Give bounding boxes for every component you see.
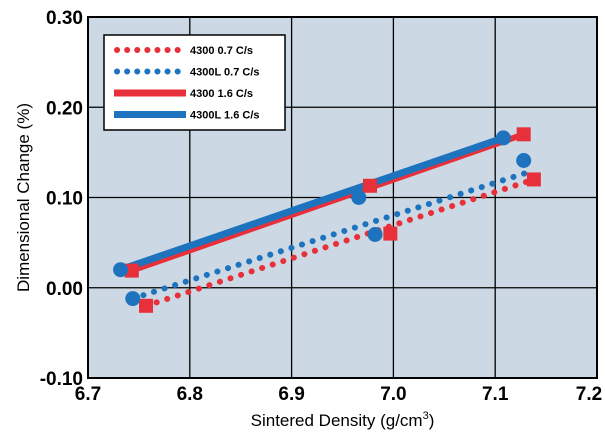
x-axis-label: Sintered Density (g/cm3) <box>251 410 435 430</box>
x-tick-label: 7.0 <box>380 384 406 405</box>
legend-label-4300-1-6-c-s: 4300 1.6 C/s <box>190 88 253 100</box>
y-axis-label: Dimensional Change (%) <box>14 103 33 292</box>
data-point-4300-1-6-c-s <box>362 178 377 193</box>
legend: 4300 0.7 C/s 4300L 0.7 C/s 4300 1.6 C/s 430… <box>103 34 286 131</box>
data-point-4300-1-6-c-s <box>516 127 531 142</box>
data-point-4300l-0-7-c-s <box>516 152 532 168</box>
x-axis-label-superscript: 3 <box>423 410 429 422</box>
x-tick-label: 7.1 <box>482 384 509 405</box>
y-tick-label: 0.10 <box>46 189 83 210</box>
y-tick-label: 0.30 <box>46 8 83 29</box>
x-tick-label: 6.8 <box>177 384 203 405</box>
data-point-4300-0-7-c-s <box>383 226 398 241</box>
x-tick-label: 7.2 <box>576 384 602 405</box>
data-point-4300l-1-6-c-s <box>495 130 511 146</box>
legend-label-4300l-0-7-c-s: 4300L 0.7 C/s <box>190 67 260 79</box>
x-axis-label-main: Sintered Density (g/cm <box>251 411 423 430</box>
plot-border <box>87 16 598 379</box>
tick-labels: 6.7 6.8 6.9 7.0 7.1 7.2 -0.10 0.00 0.10 0.20 0.30 <box>40 8 603 405</box>
data-point-4300-0-7-c-s <box>526 172 541 187</box>
legend-label-4300-0-7-c-s: 4300 0.7 C/s <box>190 45 253 57</box>
legend-label-4300l-1-6-c-s: 4300L 1.6 C/s <box>190 110 260 122</box>
y-tick-label: 0.20 <box>46 98 83 119</box>
data-point-4300l-0-7-c-s <box>367 227 383 243</box>
y-tick-label: -0.10 <box>40 369 83 390</box>
data-point-4300l-0-7-c-s <box>125 291 141 307</box>
series-line-4300-0-7-c-s <box>143 176 537 309</box>
series-lines <box>119 131 537 309</box>
series-markers <box>113 127 541 313</box>
x-tick-label: 6.7 <box>75 384 101 405</box>
x-tick-label: 6.9 <box>278 384 304 405</box>
data-point-4300l-1-6-c-s <box>113 262 129 278</box>
data-point-4300-1-6-c-s <box>124 263 139 278</box>
data-point-4300-0-7-c-s <box>139 298 154 313</box>
x-axis-label-end: ) <box>429 411 435 430</box>
series-line-4300l-0-7-c-s <box>129 167 537 302</box>
y-tick-label: 0.00 <box>46 279 83 300</box>
data-point-4300l-1-6-c-s <box>351 190 367 205</box>
series-line-4300l-1-6-c-s <box>119 134 505 274</box>
